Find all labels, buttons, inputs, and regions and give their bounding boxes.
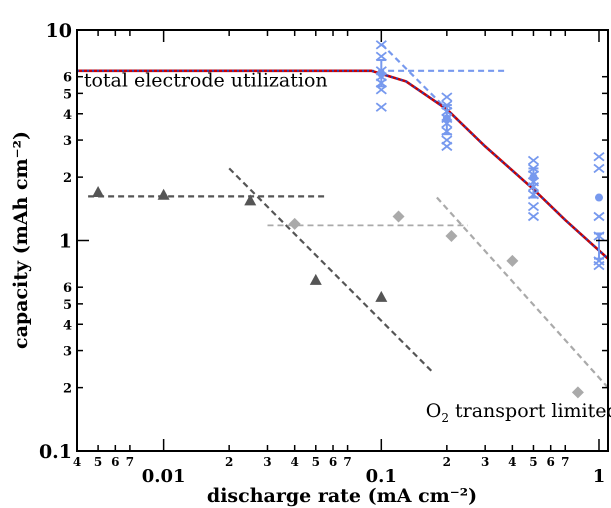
x-minor-tick-label: 3	[481, 455, 489, 469]
fit-line-2	[228, 167, 433, 372]
x-axis-label: discharge rate (mA cm⁻²)	[207, 485, 477, 507]
y-minor-tick-label: 4	[63, 318, 72, 333]
error-bar-3	[528, 167, 539, 199]
annotation-prefix: O	[426, 400, 442, 422]
x-major-tick-label: 0.1	[366, 466, 397, 487]
diamond-point	[288, 217, 301, 230]
x-minor-tick-label: 4	[73, 455, 81, 469]
x-stroke	[527, 201, 540, 212]
x-stroke	[441, 141, 453, 152]
x-stroke	[441, 92, 453, 102]
error-bar-2	[441, 104, 452, 136]
y-minor-tick-label: 6	[63, 281, 72, 296]
x-point	[375, 51, 387, 62]
x-minor-tick-label: 7	[561, 455, 569, 469]
x-major-tick-label: 1	[593, 466, 606, 487]
x-point	[375, 40, 387, 50]
x-point	[593, 260, 605, 271]
x-minor-tick-label: 7	[343, 455, 351, 469]
x-point	[527, 155, 540, 166]
y-major-tick-label: 0.1	[39, 441, 72, 463]
x-point	[593, 211, 605, 222]
triangle-point	[157, 188, 170, 200]
x-stroke	[593, 152, 605, 162]
x-minor-tick-label: 5	[312, 455, 320, 469]
x-stroke	[593, 211, 605, 222]
y-minor-tick-label: 3	[63, 134, 72, 149]
x-point	[527, 201, 540, 212]
y-minor-tick-label: 5	[63, 298, 72, 313]
x-minor-tick-label: 7	[126, 455, 134, 469]
triangle-point	[92, 185, 105, 197]
annotation-1: total electrode utilization	[84, 69, 328, 91]
y-major-tick-label: 10	[46, 20, 72, 42]
y-minor-tick-label: 2	[63, 171, 72, 186]
x-stroke	[375, 102, 387, 112]
x-minor-tick-label: 3	[263, 455, 271, 469]
plot-frame	[76, 29, 609, 452]
diamond-point	[571, 386, 584, 399]
triangle-point	[244, 194, 257, 206]
annotation-subscript: 2	[441, 411, 449, 425]
y-major-tick-label: 1	[59, 231, 72, 253]
x-stroke	[375, 51, 387, 62]
x-minor-tick-label: 2	[225, 455, 233, 469]
y-minor-tick-label: 3	[63, 345, 72, 360]
x-point	[593, 163, 605, 174]
error-bar-1	[376, 59, 387, 88]
x-minor-tick-label: 6	[111, 455, 119, 469]
annotation-2: O2 transport limited	[426, 400, 611, 425]
x-stroke	[375, 40, 387, 50]
data-markers-layer	[92, 40, 605, 399]
x-minor-tick-label: 5	[529, 455, 537, 469]
y-minor-tick-label: 5	[63, 87, 72, 102]
diamond-point	[392, 210, 405, 223]
x-stroke	[527, 211, 540, 222]
triangle-point	[309, 273, 322, 285]
x-minor-tick-label: 6	[329, 455, 337, 469]
annotation-layer: total electrode utilization O2 transport …	[84, 69, 611, 425]
y-minor-tick-label: 2	[63, 382, 72, 397]
error-bar-4	[593, 232, 604, 260]
x-minor-tick-label: 2	[443, 455, 451, 469]
x-point	[441, 141, 453, 152]
fit-line-6	[380, 43, 448, 111]
x-stroke	[593, 260, 605, 271]
x-point	[593, 152, 605, 162]
x-major-tick-label: 0.01	[142, 466, 186, 487]
fit-line-4	[436, 196, 609, 389]
y-axis-label: capacity (mAh cm⁻²)	[10, 131, 32, 349]
diamond-point	[506, 254, 519, 267]
y-minor-tick-label: 6	[63, 71, 72, 86]
x-minor-tick-label: 4	[508, 455, 516, 469]
x-minor-tick-label: 4	[291, 455, 299, 469]
diamond-point	[445, 230, 458, 243]
triangle-point	[375, 290, 388, 302]
annotation-text: transport limited	[449, 400, 611, 422]
x-point	[441, 92, 453, 102]
x-stroke	[527, 155, 540, 166]
x-minor-tick-label: 5	[94, 455, 102, 469]
circle-point	[594, 193, 603, 202]
x-minor-tick-label: 6	[547, 455, 555, 469]
y-minor-tick-label: 4	[63, 108, 72, 123]
fit-lines-layer	[77, 43, 609, 389]
x-point	[375, 102, 387, 112]
x-stroke	[593, 163, 605, 174]
x-point	[527, 211, 540, 222]
